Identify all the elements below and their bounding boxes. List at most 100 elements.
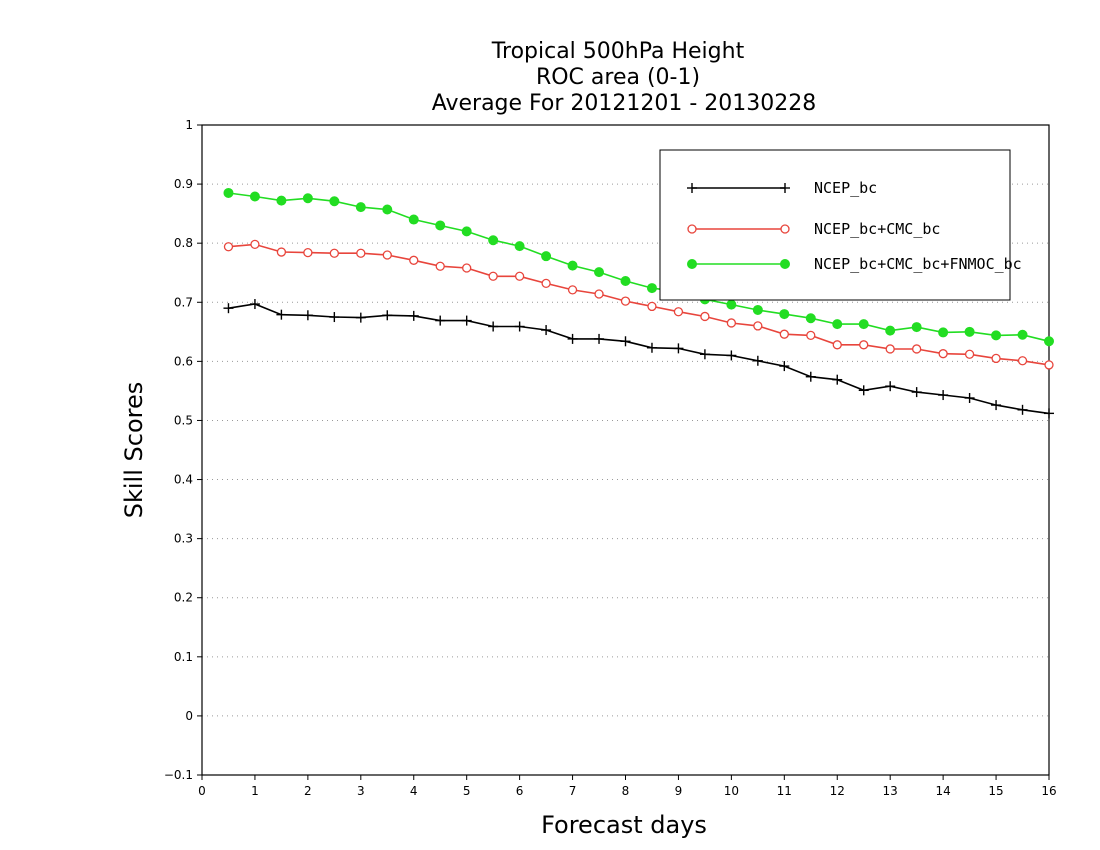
x-tick-label: 3 xyxy=(357,784,365,798)
title-line-2: ROC area (0-1) xyxy=(536,65,700,90)
x-axis-label: Forecast days xyxy=(541,811,707,839)
data-point xyxy=(541,251,552,262)
data-point xyxy=(356,248,366,258)
data-point xyxy=(355,202,366,213)
data-point xyxy=(646,283,657,294)
data-point xyxy=(911,387,922,398)
data-point xyxy=(753,321,763,331)
data-point xyxy=(912,344,922,354)
data-point xyxy=(276,195,287,206)
legend: NCEP_bc NCEP_bc+CMC_bc NCEP_bc+CMC_bc+FNMO… xyxy=(659,149,1022,301)
data-point xyxy=(461,226,472,237)
legend-entry: NCEP_bc xyxy=(687,179,877,197)
legend-marker-right xyxy=(780,224,790,234)
data-point xyxy=(594,333,605,344)
x-tick-label: 12 xyxy=(830,784,845,798)
data-point xyxy=(699,349,710,360)
x-tick-label: 9 xyxy=(675,784,683,798)
data-point xyxy=(462,263,472,273)
legend-label: NCEP_bc xyxy=(814,179,877,197)
data-point xyxy=(302,193,313,204)
y-tick-label: 0 xyxy=(185,709,193,723)
data-point xyxy=(779,329,789,339)
title-line-1: Tropical 500hPa Height xyxy=(491,39,745,64)
data-point xyxy=(620,296,631,306)
data-point xyxy=(885,381,896,392)
x-tick-label: 11 xyxy=(777,784,792,798)
data-point xyxy=(435,315,446,326)
y-tick-label: 0.4 xyxy=(174,473,193,487)
legend-marker-left xyxy=(687,224,697,234)
x-tick-label: 0 xyxy=(198,784,206,798)
data-point xyxy=(567,285,578,295)
data-point xyxy=(488,235,499,246)
x-tick-label: 2 xyxy=(304,784,312,798)
data-point xyxy=(964,326,975,337)
data-point xyxy=(726,350,737,361)
legend-marker-left xyxy=(687,183,697,193)
data-point xyxy=(355,312,366,323)
x-tick-label: 10 xyxy=(724,784,739,798)
series-1 xyxy=(223,239,1054,370)
data-point xyxy=(541,278,551,289)
y-tick-label: 1 xyxy=(185,118,193,132)
y-tick-label: 0.8 xyxy=(174,236,193,250)
data-point xyxy=(1017,404,1028,415)
data-point xyxy=(408,310,419,321)
data-point xyxy=(435,220,446,231)
data-point xyxy=(806,330,816,341)
y-tick-label: 0.1 xyxy=(174,650,193,664)
x-tick-label: 4 xyxy=(410,784,418,798)
data-point xyxy=(567,260,578,271)
data-point xyxy=(249,299,260,310)
data-point xyxy=(991,353,1001,364)
series-line xyxy=(228,303,1050,415)
data-point xyxy=(964,393,975,403)
data-point xyxy=(250,239,260,250)
data-point xyxy=(646,342,657,353)
legend-label: NCEP_bc+CMC_bc xyxy=(814,220,940,238)
title-line-3: Average For 20121201 - 20130228 xyxy=(432,91,817,116)
x-tick-label: 15 xyxy=(988,784,1003,798)
data-point xyxy=(779,361,790,372)
data-point xyxy=(700,311,710,322)
y-tick-label: −0.1 xyxy=(164,768,193,782)
data-point xyxy=(249,191,260,202)
data-point xyxy=(302,310,313,321)
data-point xyxy=(858,385,869,396)
data-point xyxy=(858,319,869,330)
data-point xyxy=(885,325,896,336)
data-point xyxy=(726,318,737,328)
y-tick-label: 0.7 xyxy=(174,295,193,309)
data-point xyxy=(276,247,287,257)
x-tick-label: 6 xyxy=(516,784,524,798)
data-point xyxy=(620,336,631,347)
data-point xyxy=(673,307,684,317)
y-tick-label: 0.9 xyxy=(174,177,193,191)
data-point xyxy=(885,344,895,354)
data-point xyxy=(752,355,763,366)
legend-entry: NCEP_bc+CMC_bc xyxy=(687,220,940,238)
data-point xyxy=(223,303,234,314)
x-tick-label: 13 xyxy=(883,784,898,798)
legend-marker-left xyxy=(687,259,697,269)
data-point xyxy=(514,241,525,252)
data-point xyxy=(303,247,313,258)
data-point xyxy=(1017,329,1028,340)
data-point xyxy=(779,309,790,320)
x-tick-label: 14 xyxy=(935,784,950,798)
data-point xyxy=(329,248,339,258)
data-point xyxy=(647,301,657,312)
data-point xyxy=(594,289,604,299)
data-point xyxy=(382,204,393,215)
x-tick-label: 5 xyxy=(463,784,471,798)
data-point xyxy=(594,267,605,278)
data-point xyxy=(752,304,763,315)
data-point xyxy=(382,250,392,260)
data-point xyxy=(329,312,340,323)
y-tick-label: 0.3 xyxy=(174,532,193,546)
axes: −0.100.10.20.30.40.50.60.70.80.910 1 2 3 4 5 6… xyxy=(164,118,1057,798)
data-point xyxy=(1017,356,1028,366)
x-tick-label: 1 xyxy=(251,784,259,798)
